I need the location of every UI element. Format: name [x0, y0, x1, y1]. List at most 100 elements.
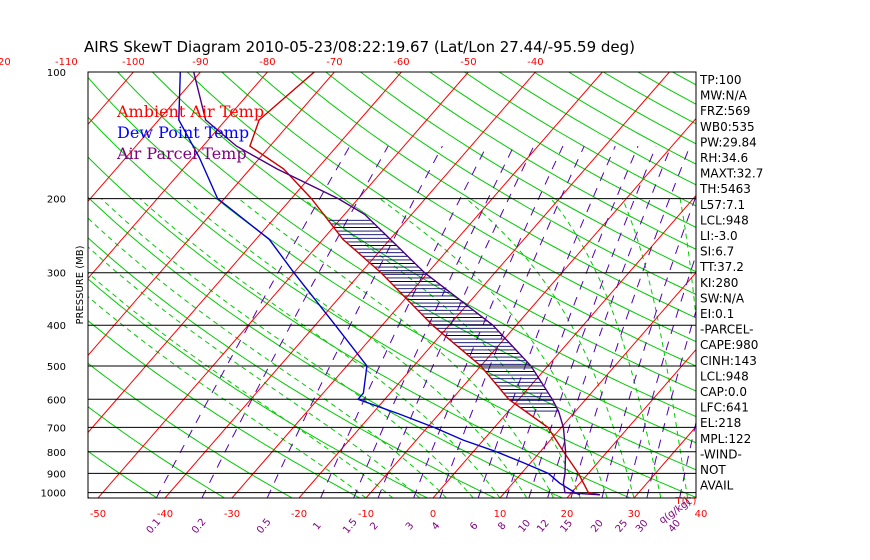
moist-adiabat-line [302, 198, 581, 498]
stat-line-14: SW:N/A [700, 291, 745, 305]
moist-adiabat-line [550, 198, 662, 498]
bottom-temp-tick: -30 [224, 509, 240, 520]
y-axis-label: PRESSURE (MB) [75, 245, 86, 324]
bottom-temp-tick: -20 [291, 509, 307, 520]
dry-adiabat-line [256, 72, 696, 343]
pressure-tick-label: 600 [47, 395, 66, 406]
legend-entry-2: Air Parcel Temp [116, 144, 247, 163]
mixing-ratio-lines [155, 145, 696, 498]
mixing-ratio-tick: 0.2 [190, 517, 209, 536]
mixing-ratio-tick: 25 [614, 518, 631, 535]
stat-line-8: L57:7.1 [700, 198, 745, 212]
dry-adiabat-line [88, 116, 696, 498]
legend-entry-1: Dew Point Temp [117, 123, 249, 142]
top-temp-tick: -80 [259, 57, 275, 68]
moist-adiabat-line [139, 198, 501, 498]
stat-line-0: TP:100 [699, 73, 742, 87]
mixing-ratio-line [601, 194, 696, 498]
stat-line-9: LCL:948 [700, 213, 749, 227]
dry-adiabat-line [777, 72, 870, 498]
dry-adiabat-line [88, 278, 428, 498]
stat-line-26: AVAIL [700, 479, 734, 493]
stat-line-7: TH:5463 [699, 182, 751, 196]
mixing-ratio-line [547, 145, 672, 498]
stat-line-16: -PARCEL- [700, 323, 754, 337]
stat-line-19: LCL:948 [700, 369, 749, 383]
moist-adiabat-line [379, 198, 608, 498]
legend-entry-0: Ambient Air Temp [116, 102, 264, 121]
dry-adiabat-line [811, 72, 870, 498]
mixing-ratio-line [353, 145, 515, 498]
mixing-ratio-ticks: 0.1 0.2 0.5 1 1.5 2 3 4 6 8 10 12 15 20 25 30 40q(g/kg) [145, 497, 694, 536]
stat-line-3: WB0:535 [700, 120, 755, 134]
top-temp-tick: -70 [326, 57, 342, 68]
isotherm-line [88, 72, 335, 357]
chart-title: AIRS SkewT Diagram 2010-05-23/08:22:19.6… [84, 38, 635, 56]
stat-line-23: MPL:122 [700, 432, 751, 446]
mixing-ratio-line [505, 145, 639, 498]
dry-adiabat-line [464, 72, 696, 207]
dry-adiabat-line [394, 72, 696, 250]
stat-line-5: RH:34.6 [700, 151, 748, 165]
stat-line-17: CAPE:980 [700, 338, 758, 352]
bottom-temp-tick: -50 [90, 509, 106, 520]
top-temp-tick: -120 [0, 57, 11, 68]
moist-adiabat-line [184, 198, 528, 498]
pressure-tick-label: 200 [47, 195, 66, 206]
stat-line-1: MW:N/A [700, 89, 748, 103]
moist-adiabat-line [238, 198, 555, 498]
top-temp-tick: -60 [393, 57, 409, 68]
stat-line-24: -WIND- [700, 447, 742, 461]
mixing-ratio-tick: 6 [468, 520, 481, 532]
isotherm-line [768, 72, 870, 498]
isotherm-line [835, 72, 870, 498]
mixing-ratio-line [646, 309, 696, 498]
moist-adiabat-line [88, 272, 394, 498]
dry-adiabat-line [221, 72, 696, 367]
top-temp-ticks: -120 -110 -100 -90 -80 -70 -60 -50 -40 [0, 57, 544, 68]
pressure-tick-label: 700 [47, 423, 66, 434]
dry-adiabat-line [88, 320, 360, 498]
top-temp-tick: -50 [460, 57, 476, 68]
top-temp-tick: -110 [55, 57, 78, 68]
mixing-ratio-line [413, 145, 564, 498]
dry-adiabat-line [742, 72, 870, 498]
mixing-ratio-tick: 20 [589, 518, 606, 535]
mixing-ratio-line [528, 145, 657, 498]
stat-line-25: NOT [700, 463, 726, 477]
bottom-temp-tick: 20 [561, 509, 574, 520]
bottom-temp-ticks: -50 -40 -30 -20 -10 0 10 20 30 40 T(C) [90, 496, 708, 520]
mixing-ratio-line [377, 145, 535, 498]
moist-adiabat-line [88, 295, 367, 498]
isotherm-line [88, 72, 134, 125]
mixing-ratio-tick: 1 [311, 520, 324, 532]
moist-adiabat-line [100, 198, 474, 498]
legend: Ambient Air Temp Dew Point Temp Air Parcel… [116, 102, 264, 163]
moist-adiabats [88, 198, 696, 498]
mixing-ratio-line [155, 145, 351, 498]
pressure-tick-label: 300 [47, 269, 66, 280]
isotherm-line [499, 271, 696, 498]
mixing-ratio-tick: 30 [634, 518, 651, 535]
stat-line-20: CAP:0.0 [700, 385, 747, 399]
series-parcel-line [193, 72, 601, 496]
stat-line-22: EL:218 [700, 416, 741, 430]
top-temp-tick: -100 [122, 57, 145, 68]
stat-line-10: LI:-3.0 [700, 229, 738, 243]
mixing-ratio-tick: 0.5 [255, 517, 274, 536]
pressure-lines [88, 71, 696, 494]
pressure-tick-label: 900 [47, 469, 66, 480]
bottom-temp-tick: 40 [695, 509, 708, 520]
mixing-ratio-line [439, 145, 585, 498]
dry-adiabat-line [88, 237, 496, 498]
dry-adiabat-line [360, 72, 696, 273]
bottom-temp-tick: 30 [628, 509, 641, 520]
isotherm-line [88, 72, 201, 203]
top-temp-tick: -40 [527, 57, 543, 68]
pressure-tick-label: 500 [47, 362, 66, 373]
stat-line-15: EI:0.1 [700, 307, 734, 321]
sounding-series [178, 72, 601, 496]
mixing-ratio-tick: 2 [368, 520, 381, 532]
dry-adiabat-line [88, 156, 631, 498]
